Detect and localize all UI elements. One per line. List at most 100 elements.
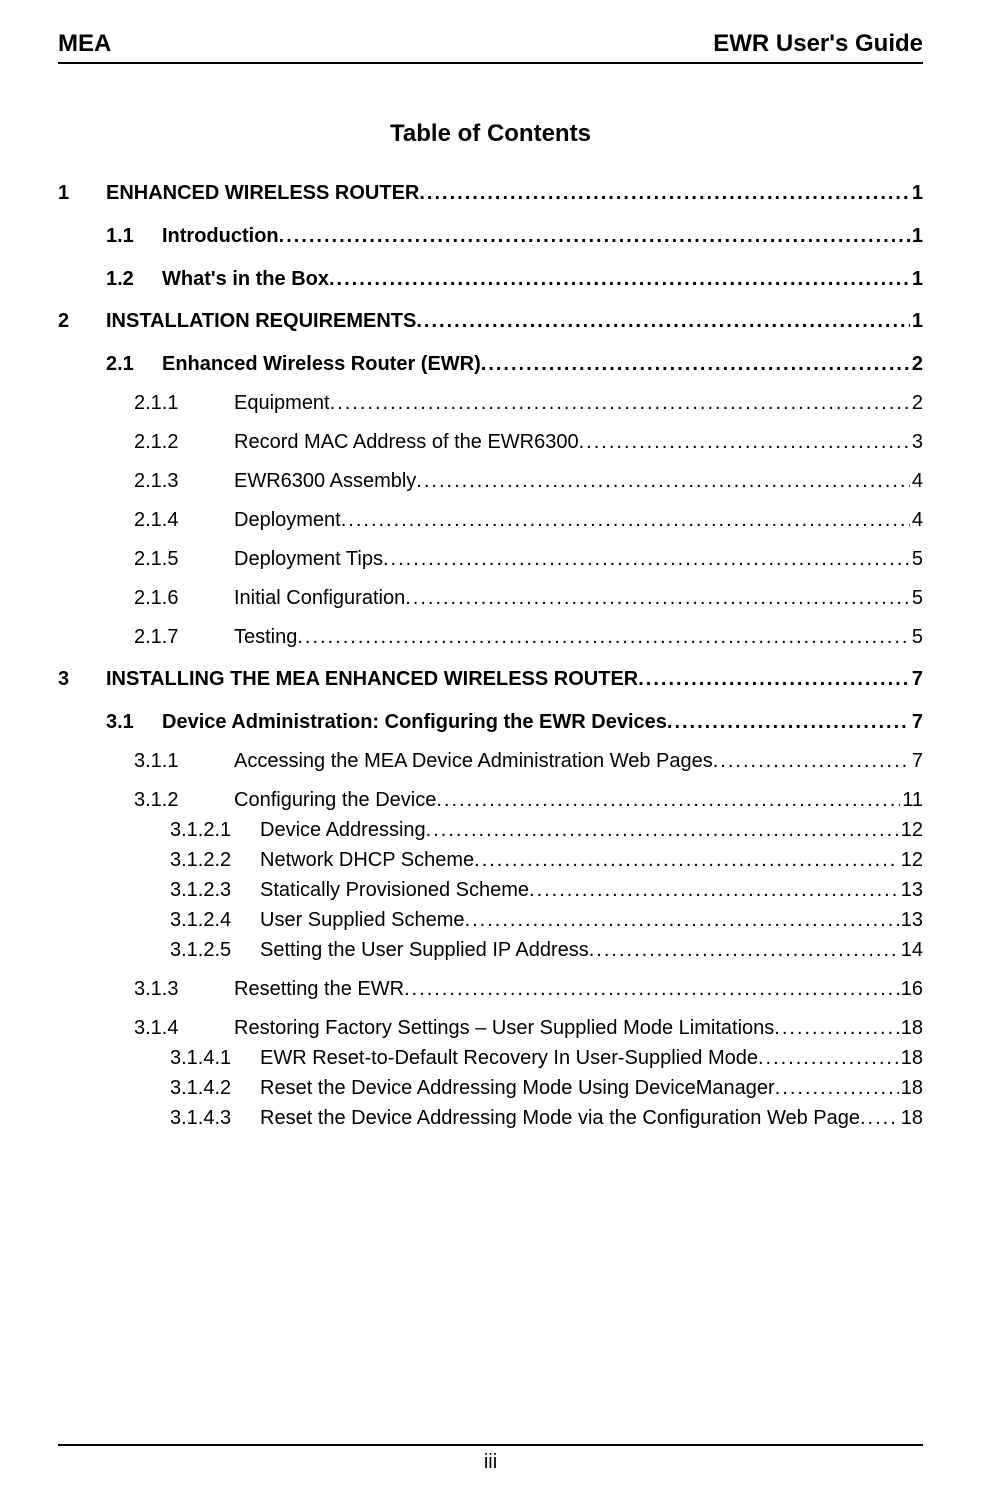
toc-entry-leader: ........................................…	[638, 668, 910, 691]
toc-entry-label: Record MAC Address of the EWR6300	[234, 431, 579, 454]
toc-entry-number: 3.1.2.1	[170, 819, 260, 842]
toc-entry-page: 13	[899, 909, 923, 932]
toc-entry-leader: ........................................…	[405, 587, 910, 610]
toc-entry-label: Enhanced Wireless Router (EWR)	[162, 353, 481, 376]
toc-entry-number: 3.1.4.3	[170, 1107, 260, 1130]
toc-entry: 3.1.3Resetting the EWR..................…	[58, 978, 923, 1001]
toc-entry-leader: ........................................…	[713, 750, 910, 773]
toc-entry-leader: ........................................…	[426, 819, 899, 842]
toc-entry-label: User Supplied Scheme	[260, 909, 465, 932]
toc-entry-number: 3.1.2.2	[170, 849, 260, 872]
toc-entry-page: 7	[910, 668, 923, 691]
toc-entry: 3.1.2.2Network DHCP Scheme .............…	[58, 849, 923, 872]
toc-entry-number: 3.1.2.3	[170, 879, 260, 902]
toc-entry-label: Introduction	[162, 225, 279, 248]
toc-entry-page: 14	[899, 939, 923, 962]
toc-entry-label: Initial Configuration	[234, 587, 405, 610]
toc-entry-number: 2.1.4	[134, 509, 234, 532]
toc-entry-leader: ........................................…	[341, 509, 910, 532]
toc-entry-page: 12	[899, 849, 923, 872]
toc-entry-leader: ........................................…	[329, 268, 910, 291]
toc-entry-leader: ........................................…	[481, 353, 910, 376]
toc-entry: 3INSTALLING THE MEA ENHANCED WIRELESS RO…	[58, 668, 923, 691]
toc-entry-page: 11	[900, 789, 923, 812]
header-left: MEA	[58, 30, 111, 58]
toc-entry: 1.2What's in the Box ...................…	[58, 268, 923, 291]
toc-entry-number: 1	[58, 182, 106, 205]
toc-entry: 2.1.7Testing............................…	[58, 626, 923, 649]
toc-entry-leader: ........................................…	[774, 1017, 898, 1040]
toc-entry-number: 3	[58, 668, 106, 691]
toc-entry-number: 1.2	[106, 268, 162, 291]
toc-entry-label: Equipment	[234, 392, 330, 415]
toc-entry-leader: ........................................…	[419, 182, 910, 205]
footer-page-number: iii	[0, 1451, 981, 1474]
toc-entry: 3.1.4.1EWR Reset-to-Default Recovery In …	[58, 1047, 923, 1070]
toc-entry: 3.1.4.3Reset the Device Addressing Mode …	[58, 1107, 923, 1130]
toc-entry-page: 16	[899, 978, 923, 1001]
toc-entry-page: 1	[910, 310, 923, 333]
toc-entry-page: 18	[899, 1047, 923, 1070]
toc-entry-label: Reset the Device Addressing Mode Using D…	[260, 1077, 775, 1100]
toc-entry-leader: ........................................…	[529, 879, 899, 902]
toc-entry-label: Deployment	[234, 509, 341, 532]
toc-entry-page: 5	[910, 587, 923, 610]
toc-entry: 1ENHANCED WIRELESS ROUTER...............…	[58, 182, 923, 205]
page: MEA EWR User's Guide Table of Contents 1…	[0, 0, 981, 1502]
toc-entry-label: EWR6300 Assembly	[234, 470, 416, 493]
toc-entry: 3.1.2Configuring the Device ............…	[58, 789, 923, 812]
toc-entry-leader: ........................................…	[860, 1107, 899, 1130]
toc-entry: 2.1.2Record MAC Address of the EWR6300 .…	[58, 431, 923, 454]
toc-entry: 2.1.3EWR6300 Assembly...................…	[58, 470, 923, 493]
toc-entry-number: 3.1.4.1	[170, 1047, 260, 1070]
toc-entry-label: ENHANCED WIRELESS ROUTER	[106, 182, 419, 205]
toc-entry-page: 2	[910, 392, 923, 415]
toc-entry-label: Resetting the EWR	[234, 978, 404, 1001]
toc-entry-leader: ........................................…	[404, 978, 899, 1001]
toc-entry-number: 2.1.1	[134, 392, 234, 415]
toc-entry: 2.1.1Equipment .........................…	[58, 392, 923, 415]
toc-entry-number: 3.1.2	[134, 789, 234, 812]
toc-entry-leader: ........................................…	[330, 392, 910, 415]
toc-entry-label: Setting the User Supplied IP Address	[260, 939, 589, 962]
toc-entry-number: 2.1.2	[134, 431, 234, 454]
toc-entry-page: 5	[910, 548, 923, 571]
toc-entry-label: EWR Reset-to-Default Recovery In User-Su…	[260, 1047, 758, 1070]
toc-entry-number: 1.1	[106, 225, 162, 248]
toc-entry-leader: ........................................…	[579, 431, 910, 454]
toc-entry-label: Testing	[234, 626, 297, 649]
toc-entry-label: Deployment Tips	[234, 548, 383, 571]
toc-entry: 2.1.5Deployment Tips....................…	[58, 548, 923, 571]
toc-entry-leader: ........................................…	[297, 626, 910, 649]
toc-entry-number: 2	[58, 310, 106, 333]
toc-entry-label: Configuring the Device	[234, 789, 436, 812]
toc-entry-leader: ........................................…	[383, 548, 910, 571]
toc-entry-label: Device Addressing	[260, 819, 426, 842]
toc-entry-page: 13	[899, 879, 923, 902]
toc-entry-page: 1	[910, 225, 923, 248]
toc-entry-number: 2.1	[106, 353, 162, 376]
toc-entry-number: 3.1.2.4	[170, 909, 260, 932]
toc-entry-number: 3.1	[106, 711, 162, 734]
toc-entry: 3.1.4Restoring Factory Settings – User S…	[58, 1017, 923, 1040]
toc-entry: 3.1.4.2Reset the Device Addressing Mode …	[58, 1077, 923, 1100]
toc-entry-page: 1	[910, 182, 923, 205]
toc-entry-label: Restoring Factory Settings – User Suppli…	[234, 1017, 774, 1040]
toc-entry: 2INSTALLATION REQUIREMENTS..............…	[58, 310, 923, 333]
toc-entry-number: 2.1.3	[134, 470, 234, 493]
toc-entry-number: 3.1.4	[134, 1017, 234, 1040]
toc-entry-leader: ........................................…	[436, 789, 900, 812]
toc-entry-label: Network DHCP Scheme	[260, 849, 474, 872]
toc-entry: 3.1.2.4User Supplied Scheme.............…	[58, 909, 923, 932]
toc-title: Table of Contents	[58, 120, 923, 148]
toc-entry-leader: ........................................…	[667, 711, 910, 734]
toc-entry-page: 18	[899, 1107, 923, 1130]
running-header: MEA EWR User's Guide	[58, 30, 923, 64]
toc-entry-label: Statically Provisioned Scheme	[260, 879, 529, 902]
header-right: EWR User's Guide	[713, 30, 923, 58]
toc-entry-label: Device Administration: Configuring the E…	[162, 711, 667, 734]
toc-entry: 3.1.2.3Statically Provisioned Scheme ...…	[58, 879, 923, 902]
toc-entry: 3.1Device Administration: Configuring th…	[58, 711, 923, 734]
toc-entry-page: 18	[899, 1017, 923, 1040]
toc-entry: 3.1.1Accessing the MEA Device Administra…	[58, 750, 923, 773]
